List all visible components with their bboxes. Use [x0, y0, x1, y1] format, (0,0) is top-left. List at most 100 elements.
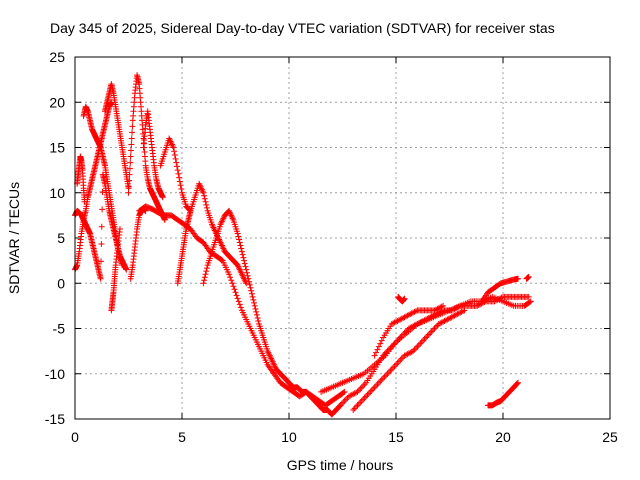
- grid-layer: [75, 57, 610, 419]
- series-track-g: [125, 72, 168, 223]
- data-point-marker: [239, 251, 246, 258]
- data-point-marker: [526, 299, 533, 306]
- series-track-r: [395, 293, 408, 305]
- data-point-marker: [171, 152, 178, 159]
- series-track-u: [523, 273, 532, 282]
- data-point-marker: [127, 147, 134, 154]
- series-track-b: [72, 99, 115, 273]
- data-point-marker: [371, 352, 378, 359]
- series-track-s: [478, 275, 521, 305]
- data-point-marker: [375, 343, 382, 350]
- y-tick-label: 20: [49, 94, 65, 110]
- data-point-marker: [251, 302, 258, 309]
- data-point-marker: [244, 272, 251, 279]
- data-point-marker: [241, 257, 248, 264]
- data-point-marker: [98, 223, 105, 230]
- data-point-marker: [527, 298, 534, 305]
- data-point-marker: [128, 141, 135, 148]
- data-point-marker: [245, 275, 252, 282]
- chart-title: Day 345 of 2025, Sidereal Day-to-day VTE…: [50, 20, 555, 36]
- data-point-marker: [440, 302, 447, 309]
- data-point-marker: [236, 239, 243, 246]
- data-point-marker: [228, 277, 235, 284]
- data-point-marker: [126, 177, 133, 184]
- data-point-marker: [178, 185, 185, 192]
- y-tick-label: 10: [49, 185, 65, 201]
- data-point-marker: [226, 271, 233, 278]
- data-point-marker: [171, 148, 178, 155]
- series-track-d: [80, 103, 130, 273]
- data-point-marker: [240, 254, 247, 261]
- data-point-marker: [235, 298, 242, 305]
- data-point-marker: [126, 171, 133, 178]
- data-point-marker: [248, 290, 255, 297]
- data-point-marker: [514, 275, 521, 282]
- data-point-marker: [242, 263, 249, 270]
- series-track-m: [200, 207, 344, 418]
- data-point-marker: [176, 178, 183, 185]
- data-point-marker: [159, 194, 166, 201]
- data-point-marker: [235, 233, 242, 240]
- y-axis-title: SDTVAR / TECUs: [6, 182, 22, 294]
- y-tick-label: -5: [53, 321, 66, 337]
- y-tick-label: 5: [57, 230, 65, 246]
- data-point-marker: [231, 286, 238, 293]
- data-point-marker: [253, 308, 260, 315]
- data-point-marker: [460, 308, 467, 315]
- data-point-marker: [234, 230, 241, 237]
- data-point-marker: [374, 346, 381, 353]
- data-point-marker: [236, 301, 243, 308]
- y-tick-label: 0: [57, 275, 65, 291]
- x-axis-title: GPS time / hours: [287, 457, 394, 473]
- data-point-marker: [98, 241, 105, 248]
- data-point-marker: [174, 167, 181, 174]
- data-point-marker: [249, 293, 256, 300]
- data-point-marker: [247, 284, 254, 291]
- data-point-marker: [438, 303, 445, 310]
- data-point-marker: [175, 170, 182, 177]
- data-point-marker: [127, 153, 134, 160]
- data-point-marker: [116, 225, 123, 232]
- series-track-t: [485, 379, 521, 409]
- x-tick-label: 10: [281, 429, 297, 445]
- y-tick-label: -10: [45, 366, 65, 382]
- data-point-marker: [170, 144, 177, 151]
- data-point-marker: [99, 188, 106, 195]
- series-track-e: [101, 81, 132, 192]
- data-point-marker: [401, 295, 408, 302]
- data-point-marker: [203, 268, 210, 275]
- data-point-marker: [250, 296, 257, 303]
- data-point-marker: [125, 183, 132, 190]
- data-point-marker: [246, 278, 253, 285]
- data-point-marker: [201, 192, 208, 199]
- data-point-marker: [253, 311, 260, 318]
- data-point-marker: [202, 271, 209, 278]
- series-track-p: [350, 307, 468, 413]
- data-point-marker: [237, 304, 244, 311]
- x-tick-label: 25: [602, 429, 618, 445]
- data-point-marker: [177, 182, 184, 189]
- data-point-marker: [126, 165, 133, 172]
- data-point-marker: [373, 349, 380, 356]
- data-point-marker: [98, 258, 105, 265]
- data-point-marker: [202, 198, 209, 205]
- data-point-marker: [218, 256, 225, 263]
- x-tick-label: 20: [495, 429, 511, 445]
- series-track-f: [108, 225, 123, 314]
- data-point-marker: [129, 123, 136, 130]
- data-point-marker: [412, 308, 419, 315]
- y-tick-label: -15: [45, 411, 65, 427]
- data-point-marker: [234, 295, 241, 302]
- data-point-marker: [232, 289, 239, 296]
- y-tick-label: 25: [49, 49, 65, 65]
- series-track-q: [371, 302, 447, 359]
- x-tick-label: 0: [71, 429, 79, 445]
- y-tick-label: 15: [49, 140, 65, 156]
- data-point-marker: [229, 280, 236, 287]
- data-point-marker: [123, 266, 130, 273]
- data-point-marker: [203, 201, 210, 208]
- data-point-marker: [230, 283, 237, 290]
- x-tick-label: 15: [388, 429, 404, 445]
- data-point-marker: [187, 207, 194, 214]
